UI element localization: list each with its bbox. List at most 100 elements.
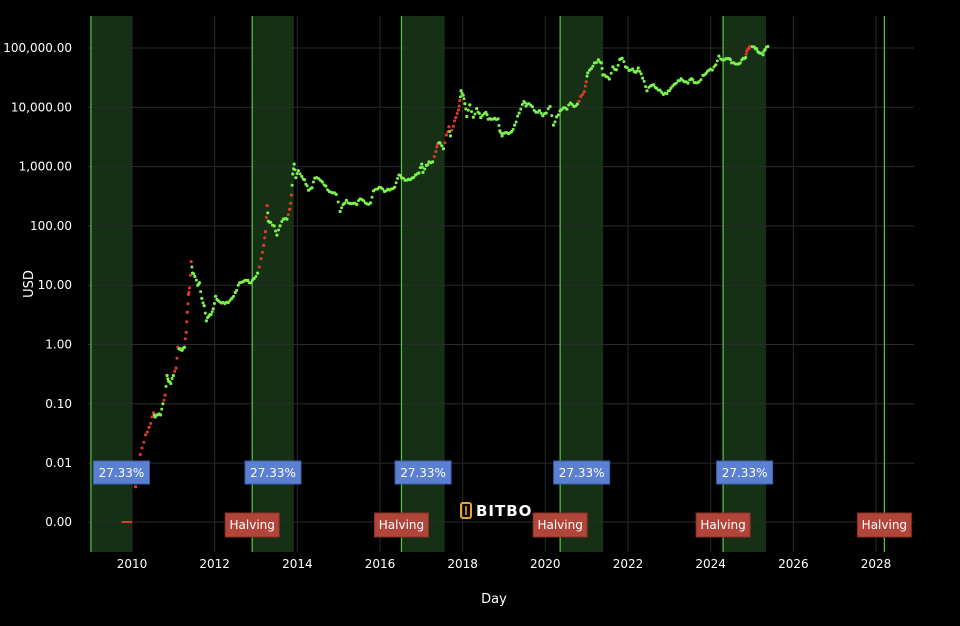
price-point-48 — [262, 243, 266, 247]
price-point-110 — [448, 134, 453, 138]
price-point-45-1 — [254, 274, 258, 278]
price-point-100 — [421, 170, 425, 174]
price-point-104 — [434, 149, 438, 154]
axes-layer: 0.00 0.01 0.10 1.00 10.00 100.00 1,000.00 10,00… — [3, 41, 891, 607]
band-percent-label-2: 27.33% — [400, 466, 446, 480]
price-point-171-2 — [639, 72, 643, 76]
price-point-103 — [430, 160, 435, 164]
price-point-145-1 — [556, 113, 560, 117]
price-point-46 — [256, 271, 260, 275]
price-point-156-1 — [591, 64, 595, 68]
price-point-74-1 — [336, 200, 340, 204]
halving-box-0 — [224, 512, 280, 538]
price-point-166-1 — [622, 60, 626, 64]
price-point-23 — [189, 260, 193, 264]
y-axis-title: USD — [22, 270, 37, 298]
price-point-9 — [163, 393, 167, 397]
price-point-113 — [456, 108, 461, 112]
price-point-107-1 — [443, 141, 447, 145]
price-point-162 — [607, 77, 611, 81]
price-point-104-1 — [435, 145, 439, 149]
price-point-143-1 — [550, 114, 554, 118]
band-percent-box-2 — [394, 460, 452, 485]
halving-box-1 — [373, 512, 429, 538]
price-point-2-1 — [145, 430, 149, 434]
x-tick-label-8: 2026 — [778, 557, 809, 571]
price-point-188 — [697, 80, 701, 84]
price-point-62 — [294, 176, 298, 180]
price-point-80 — [355, 202, 359, 207]
halving-label-3: Halving — [700, 518, 745, 532]
price-point-40-1 — [235, 288, 239, 292]
price-point-144 — [551, 123, 556, 127]
price-point-167-1 — [625, 66, 629, 70]
price-point-154 — [584, 80, 588, 84]
y-tick-label-6: 1,000.00 — [19, 160, 72, 174]
bitbo-logo: BITBO — [460, 502, 531, 520]
band-percent-label-3: 27.33% — [559, 466, 605, 480]
price-point-118-1 — [466, 108, 470, 112]
price-point-84-1 — [370, 195, 374, 199]
price-point-129 — [500, 134, 504, 138]
price-point-71 — [324, 184, 328, 188]
price-point-117-1 — [464, 107, 468, 111]
y-tick-label-0: 0.00 — [45, 515, 72, 529]
price-point-48-1 — [263, 236, 267, 240]
price-point-43-1 — [246, 278, 250, 282]
price-point-128-1 — [499, 131, 503, 135]
price-point-8-1 — [162, 398, 166, 402]
price-point-110-1 — [450, 128, 454, 132]
price-point-132-1 — [511, 127, 515, 131]
price-point-140 — [537, 108, 542, 113]
price-point-24-1 — [192, 272, 196, 276]
price-point-166 — [620, 56, 624, 60]
price-point-135-1 — [523, 101, 527, 105]
price-point-91-1 — [394, 181, 398, 185]
price-point-75-1 — [340, 206, 344, 210]
price-point-172-2 — [644, 85, 648, 89]
price-point-133-1 — [514, 120, 518, 124]
price-point-27-1 — [199, 290, 203, 294]
price-point-171-1 — [638, 69, 642, 73]
price-point-118 — [465, 114, 469, 119]
price-point-181-1 — [674, 81, 678, 85]
price-point-107 — [441, 147, 446, 151]
x-tick-label-7: 2024 — [695, 557, 726, 571]
price-point-144-1 — [553, 120, 557, 124]
price-point-211 — [766, 44, 770, 49]
price-point-39 — [230, 296, 234, 300]
x-tick-label-1: 2012 — [199, 557, 230, 571]
price-point-65 — [302, 178, 307, 182]
price-point-60 — [291, 172, 295, 176]
price-point-127 — [496, 117, 500, 121]
price-point-103-1 — [432, 155, 436, 159]
price-point-127-1 — [497, 124, 501, 128]
price-point-151-1 — [577, 99, 581, 103]
price-point-138 — [530, 105, 535, 109]
price-point-141 — [541, 114, 545, 118]
price-point-54-1 — [277, 228, 281, 232]
price-point-59-1 — [290, 183, 294, 187]
y-tick-label-2: 0.10 — [45, 397, 72, 411]
price-point-33 — [211, 307, 215, 311]
price-point-121 — [475, 107, 479, 111]
bitbo-logo-icon — [460, 502, 472, 519]
price-point-148-1 — [567, 103, 571, 107]
price-point-99 — [420, 162, 424, 166]
price-point-179 — [665, 91, 669, 96]
price-point-92-1 — [398, 173, 402, 177]
price-point-58 — [288, 207, 292, 211]
price-point-194 — [717, 54, 721, 58]
price-point-171 — [636, 66, 640, 70]
price-point-55-1 — [280, 219, 284, 223]
price-point-134 — [517, 111, 521, 115]
price-point-38 — [226, 300, 230, 305]
x-axis-title: Day — [481, 592, 507, 607]
price-point-148 — [565, 107, 569, 111]
price-point-119 — [468, 103, 472, 107]
y-tick-label-5: 100.00 — [30, 219, 72, 233]
price-point-55 — [278, 224, 282, 228]
price-point-39-1 — [232, 294, 236, 298]
price-point-13 — [171, 373, 175, 378]
